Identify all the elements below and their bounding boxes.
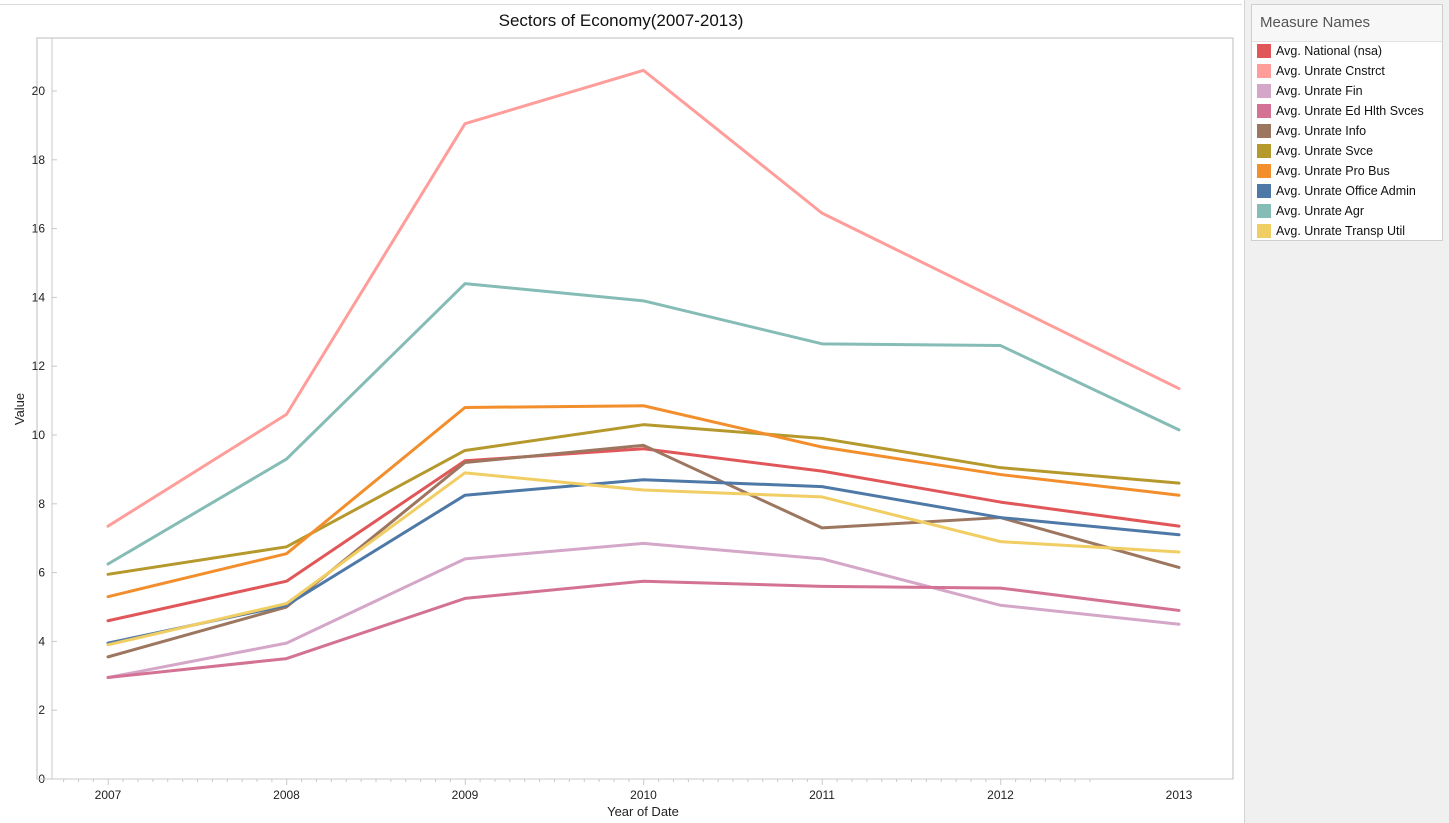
series-line-avg-national-nsa[interactable] (106, 447, 1181, 623)
plot-frame (36, 37, 1234, 780)
series-line-avg-unrate-cnstrct[interactable] (106, 68, 1181, 528)
series-line-avg-unrate-ed-hlth-svces[interactable] (106, 579, 1181, 680)
legend-swatch (1257, 44, 1271, 58)
legend-swatch (1257, 224, 1271, 238)
legend-item-avg-unrate-cnstrct[interactable]: Avg. Unrate Cnstrct (1257, 62, 1441, 80)
x-tick-label: 2013 (1166, 788, 1193, 802)
y-tick-label: 2 (38, 703, 45, 717)
legend: Measure Names Avg. National (nsa) Avg. Un… (1251, 4, 1443, 241)
x-axis-title: Year of Date (607, 804, 679, 819)
legend-item-avg-unrate-fin[interactable]: Avg. Unrate Fin (1257, 82, 1441, 100)
legend-swatch (1257, 164, 1271, 178)
legend-item-avg-unrate-agr[interactable]: Avg. Unrate Agr (1257, 202, 1441, 220)
y-tick-label: 6 (38, 566, 45, 580)
legend-item-avg-national-nsa[interactable]: Avg. National (nsa) (1257, 42, 1441, 60)
series-line-avg-unrate-office-admin[interactable] (106, 478, 1181, 645)
series-line-avg-unrate-pro-bus[interactable] (106, 404, 1181, 599)
y-tick-label: 8 (38, 497, 45, 511)
legend-item-avg-unrate-pro-bus[interactable]: Avg. Unrate Pro Bus (1257, 162, 1441, 180)
series-line-avg-unrate-agr[interactable] (106, 282, 1181, 566)
series-layer (106, 68, 1181, 680)
legend-item-avg-unrate-ed-hlth-svces[interactable]: Avg. Unrate Ed Hlth Svces (1257, 102, 1441, 120)
legend-swatch (1257, 104, 1271, 118)
legend-title: Measure Names (1260, 14, 1371, 31)
legend-swatch (1257, 184, 1271, 198)
series-line-avg-unrate-svce[interactable] (106, 423, 1181, 576)
legend-swatch (1257, 84, 1271, 98)
legend-swatch (1257, 124, 1271, 138)
y-tick-label: 14 (32, 290, 46, 304)
legend-item-avg-unrate-transp-util[interactable]: Avg. Unrate Transp Util (1257, 222, 1441, 240)
y-axis-title: Value (12, 393, 27, 425)
x-tick-label: 2011 (809, 788, 835, 802)
legend-swatch (1257, 64, 1271, 78)
legend-label: Avg. Unrate Svce (1276, 144, 1374, 158)
legend-header (1252, 5, 1442, 42)
legend-swatch (1257, 204, 1271, 218)
x-tick-label: 2007 (95, 788, 122, 802)
legend-label: Avg. Unrate Ed Hlth Svces (1276, 104, 1424, 118)
legend-label: Avg. Unrate Fin (1276, 84, 1363, 98)
chart-title: Sectors of Economy(2007-2013) (498, 11, 744, 30)
legend-label: Avg. Unrate Info (1276, 124, 1367, 138)
legend-label: Avg. Unrate Cnstrct (1276, 64, 1385, 78)
legend-label: Avg. Unrate Pro Bus (1276, 164, 1390, 178)
legend-label: Avg. Unrate Agr (1276, 204, 1365, 218)
legend-label: Avg. National (nsa) (1276, 44, 1383, 58)
legend-item-avg-unrate-office-admin[interactable]: Avg. Unrate Office Admin (1257, 182, 1441, 200)
y-tick-label: 18 (32, 153, 46, 167)
x-axis: 2007 2008 2009 2010 2011 2012 2013 (37, 778, 1233, 802)
x-tick-label: 2012 (987, 788, 1014, 802)
legend-label: Avg. Unrate Office Admin (1276, 184, 1416, 198)
legend-label: Avg. Unrate Transp Util (1276, 224, 1405, 238)
legend-item-avg-unrate-info[interactable]: Avg. Unrate Info (1257, 122, 1441, 140)
legend-swatch (1257, 144, 1271, 158)
x-tick-label: 2008 (273, 788, 300, 802)
series-line-avg-unrate-transp-util[interactable] (106, 471, 1181, 647)
y-tick-label: 12 (32, 359, 46, 373)
y-tick-label: 20 (32, 84, 46, 98)
series-line-avg-unrate-fin[interactable] (106, 541, 1181, 680)
y-tick-label: 4 (38, 634, 45, 648)
legend-item-avg-unrate-svce[interactable]: Avg. Unrate Svce (1257, 142, 1441, 160)
y-tick-label: 10 (32, 428, 46, 442)
x-tick-label: 2009 (452, 788, 479, 802)
top-divider (0, 4, 1242, 5)
x-tick-label: 2010 (630, 788, 657, 802)
y-tick-label: 16 (32, 222, 46, 236)
